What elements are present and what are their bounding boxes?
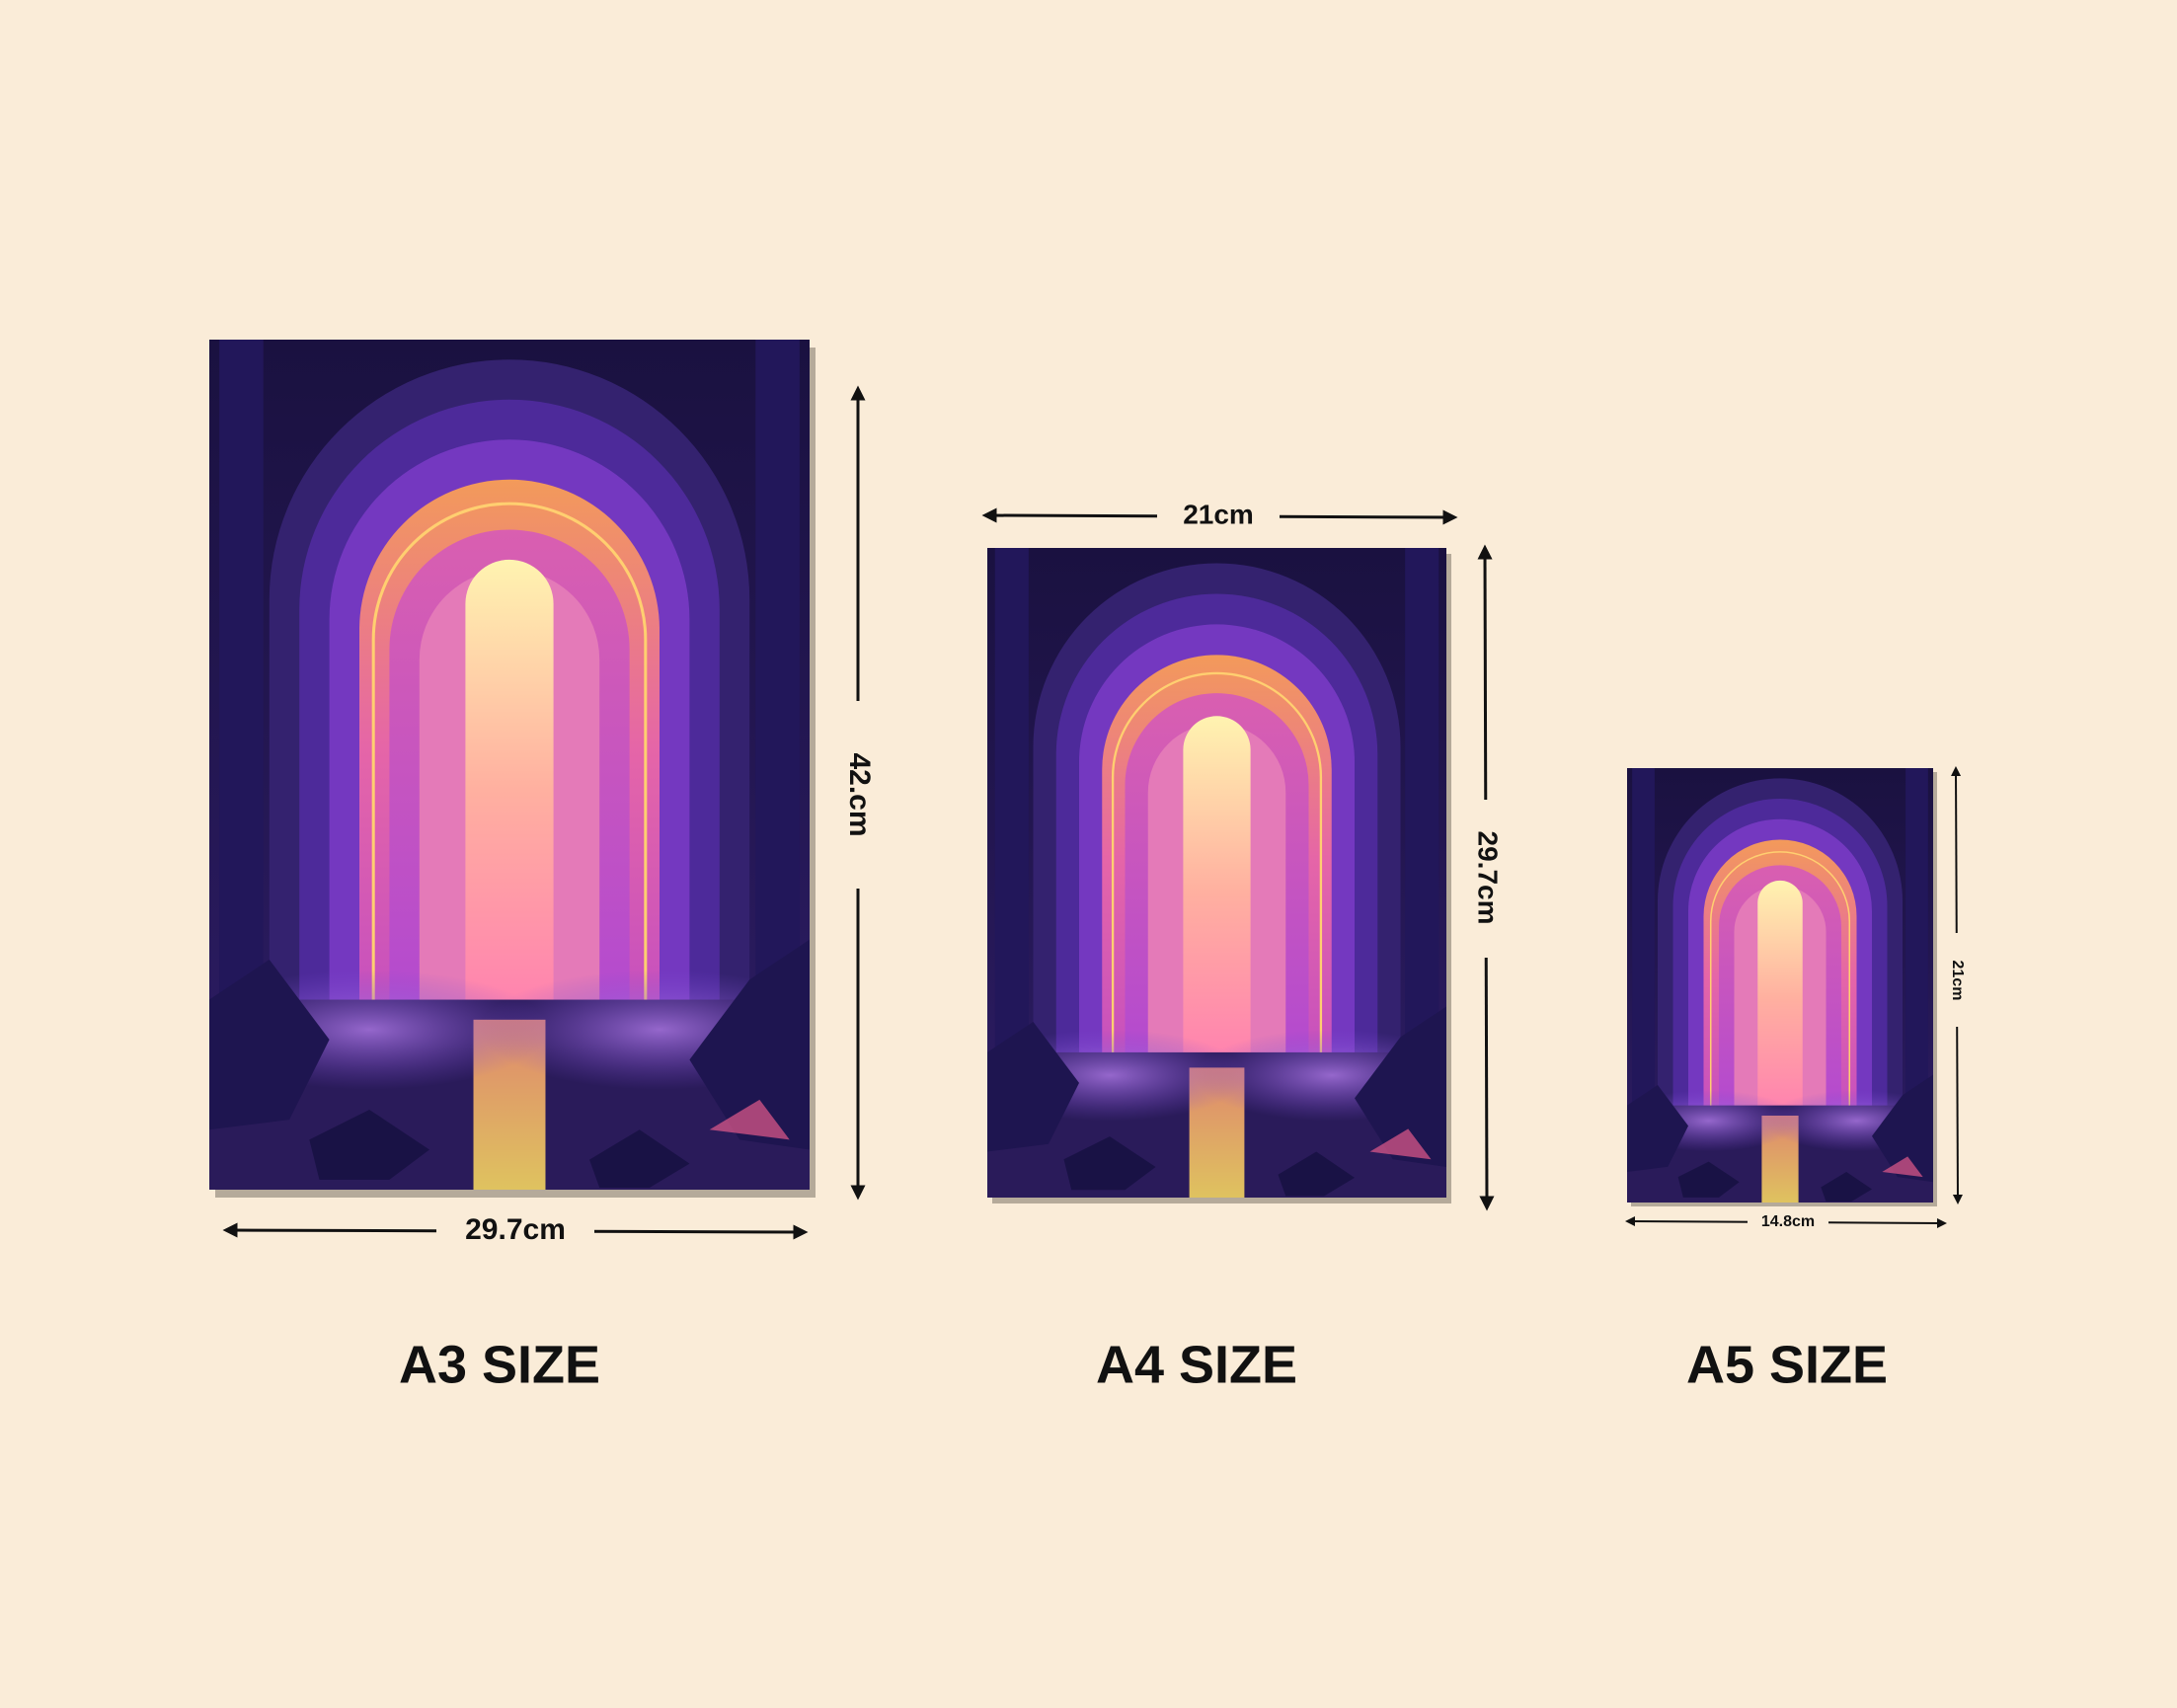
width-label: 21cm	[1183, 499, 1254, 529]
size-label: A4 SIZE	[1096, 1335, 1297, 1394]
poster-a5	[1627, 768, 1933, 1203]
poster-a3	[209, 340, 810, 1190]
width-label: 14.8cm	[1761, 1213, 1815, 1230]
height-label: 29.7cm	[1473, 831, 1504, 925]
size-label: A3 SIZE	[399, 1335, 600, 1394]
height-label: 42.cm	[843, 752, 876, 836]
width-label: 29.7cm	[465, 1213, 566, 1246]
poster-a4	[987, 548, 1446, 1198]
size-label: A5 SIZE	[1686, 1335, 1888, 1394]
height-label: 21cm	[1949, 961, 1966, 1001]
